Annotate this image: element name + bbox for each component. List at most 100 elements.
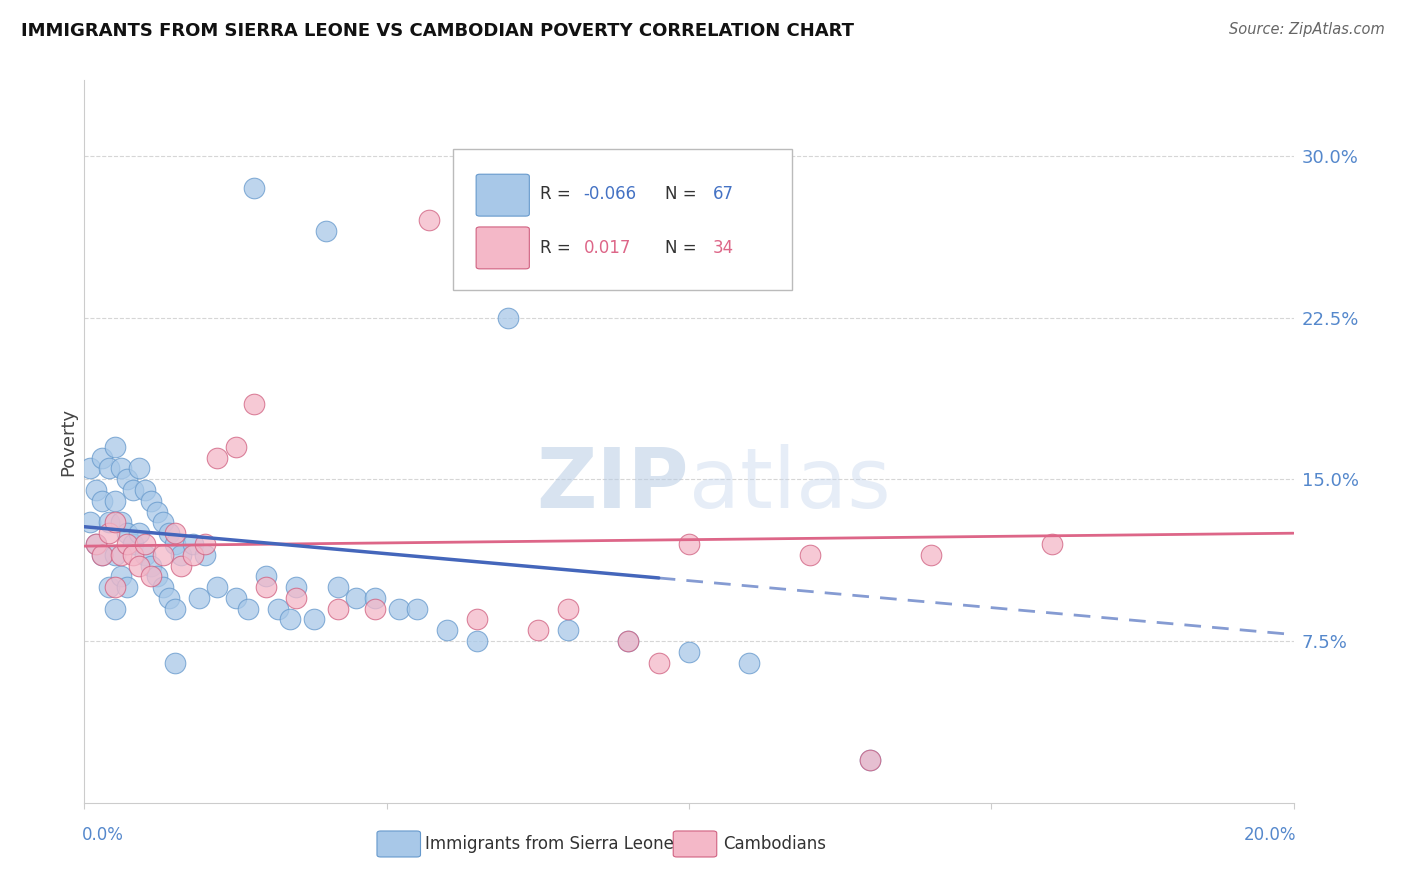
Text: Immigrants from Sierra Leone: Immigrants from Sierra Leone (426, 835, 675, 853)
Point (1040, 537, 1063, 551)
Point (110, 548, 132, 562)
Text: R =: R = (540, 186, 576, 203)
Point (165, 537, 187, 551)
Point (86, 537, 108, 551)
Point (115, 526, 138, 541)
Point (97, 526, 120, 541)
Point (157, 591, 180, 605)
Point (254, 569, 277, 583)
Text: atlas: atlas (689, 444, 890, 525)
Point (139, 493, 162, 508)
Point (188, 591, 211, 605)
FancyBboxPatch shape (673, 831, 717, 857)
Point (152, 548, 174, 562)
Text: IMMIGRANTS FROM SIERRA LEONE VS CAMBODIAN POVERTY CORRELATION CHART: IMMIGRANTS FROM SIERRA LEONE VS CAMBODIA… (21, 22, 853, 40)
Point (678, 645, 700, 659)
Point (496, 310, 519, 325)
Text: N =: N = (665, 239, 702, 257)
Point (134, 537, 156, 551)
Point (436, 624, 458, 638)
Point (406, 601, 429, 615)
Point (97, 461, 120, 475)
Point (104, 440, 127, 454)
Point (363, 601, 385, 615)
Point (115, 537, 138, 551)
Point (110, 461, 132, 475)
Point (285, 591, 308, 605)
Point (97, 580, 120, 594)
Point (104, 548, 127, 562)
Point (617, 634, 640, 648)
Point (91, 548, 114, 562)
Point (104, 516, 127, 530)
Point (315, 224, 337, 238)
Point (181, 537, 204, 551)
FancyBboxPatch shape (453, 149, 792, 290)
Point (278, 612, 301, 626)
Point (170, 558, 193, 573)
Text: ZIP: ZIP (537, 444, 689, 525)
Text: -0.066: -0.066 (583, 186, 637, 203)
Point (115, 472, 138, 486)
Point (165, 526, 187, 541)
Point (121, 537, 143, 551)
Point (799, 548, 821, 562)
Point (225, 440, 247, 454)
Point (617, 634, 640, 648)
Point (139, 558, 162, 573)
Point (79, 516, 101, 530)
Point (920, 548, 942, 562)
Point (91, 450, 114, 465)
Point (128, 526, 150, 541)
Point (157, 526, 180, 541)
Point (128, 558, 150, 573)
Point (165, 656, 187, 670)
Point (146, 569, 169, 583)
FancyBboxPatch shape (477, 174, 529, 216)
Point (467, 634, 489, 648)
Point (678, 537, 700, 551)
Point (181, 548, 204, 562)
Point (104, 493, 127, 508)
Text: 0.017: 0.017 (583, 239, 631, 257)
Point (346, 591, 368, 605)
Point (152, 580, 174, 594)
Point (91, 548, 114, 562)
Point (115, 580, 138, 594)
Point (527, 624, 550, 638)
Point (467, 612, 489, 626)
Point (121, 483, 143, 497)
Point (225, 591, 247, 605)
Point (254, 580, 277, 594)
Point (328, 580, 350, 594)
Y-axis label: Poverty: Poverty (59, 408, 77, 475)
Point (134, 483, 156, 497)
Point (134, 548, 156, 562)
Point (165, 601, 187, 615)
Point (152, 516, 174, 530)
Point (242, 397, 264, 411)
Point (859, 753, 882, 767)
Point (91, 493, 114, 508)
Point (285, 580, 308, 594)
Point (104, 580, 127, 594)
Point (146, 505, 169, 519)
Point (86, 537, 108, 551)
Point (242, 181, 264, 195)
Point (557, 601, 579, 615)
Point (97, 516, 120, 530)
Text: Cambodians: Cambodians (723, 835, 825, 853)
Point (86, 483, 108, 497)
Point (110, 516, 132, 530)
Point (128, 461, 150, 475)
Point (267, 601, 290, 615)
Point (170, 548, 193, 562)
FancyBboxPatch shape (477, 227, 529, 268)
Point (236, 601, 259, 615)
Text: 0.0%: 0.0% (82, 826, 124, 844)
Point (104, 601, 127, 615)
Point (121, 548, 143, 562)
Point (194, 548, 217, 562)
Text: 34: 34 (713, 239, 734, 257)
Point (79, 461, 101, 475)
